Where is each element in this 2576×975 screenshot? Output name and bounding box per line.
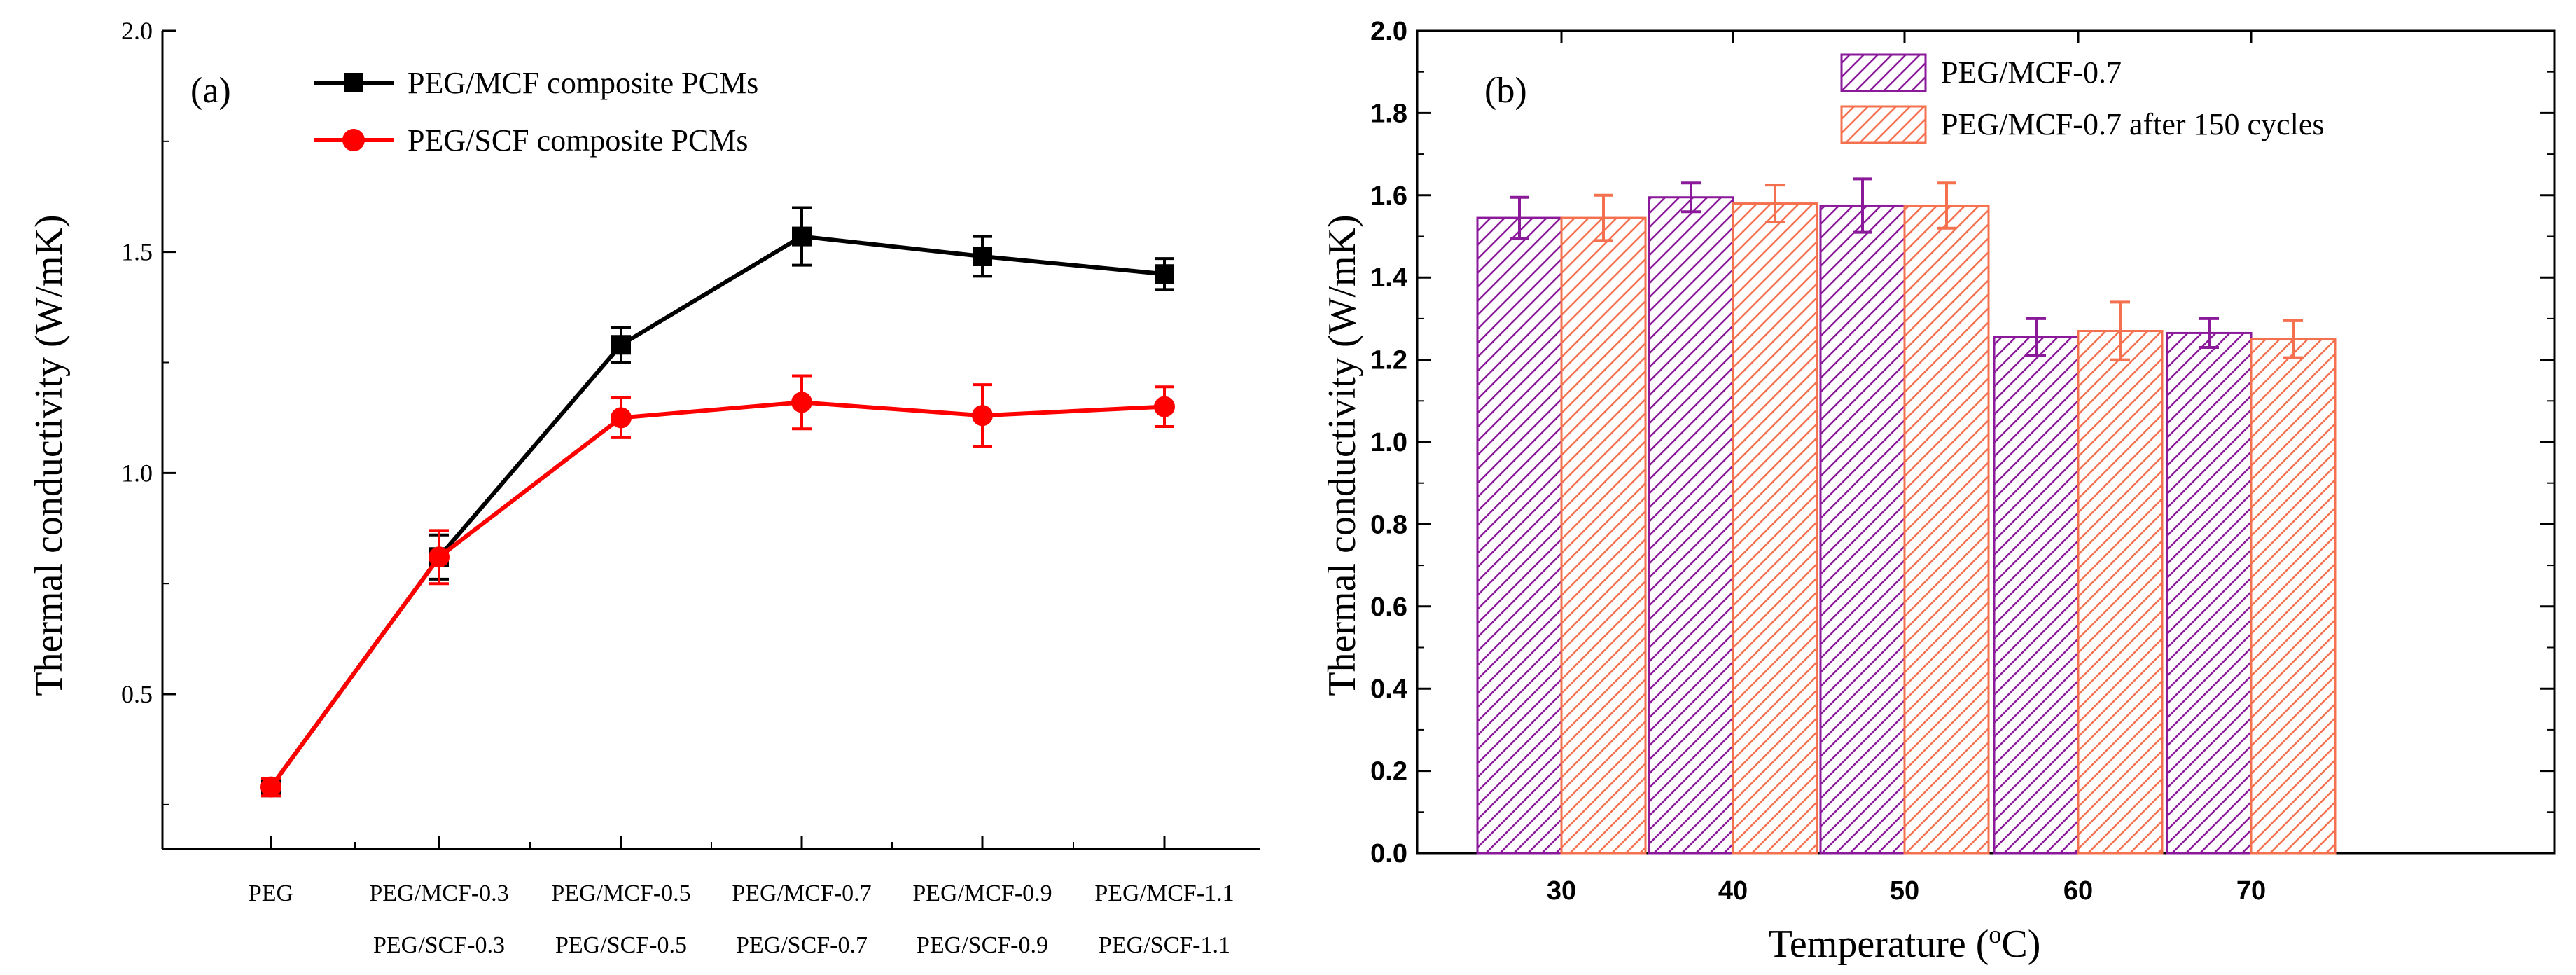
panel-a-x-category-label-line2: PEG/SCF-0.3: [373, 932, 505, 958]
bar: [1648, 196, 1734, 855]
panel-a-y-ticks: 0.5 1.0 1.5 2.0: [121, 17, 176, 805]
series-fresh: [1476, 177, 2253, 855]
panel-a-x-category-label: PEG/MCF-0.9: [912, 880, 1052, 906]
panel-a-x-category-label: PEG/MCF-0.7: [732, 880, 871, 906]
data-point-circle: [791, 392, 812, 413]
series-line: [269, 400, 1165, 789]
panel-a-y-tick-label: 2.0: [121, 17, 153, 45]
legend-label-fresh: PEG/MCF-0.7: [1941, 55, 2122, 90]
panel-b-y-tick-label: 0.2: [1370, 757, 1407, 787]
panel-a-x-category-label-line2: PEG/SCF-0.9: [917, 932, 1048, 958]
bar: [2250, 338, 2337, 855]
panel-b-y-tick-label: 0.0: [1370, 839, 1407, 869]
panel-a-x-categories: PEG PEG/MCF-0.3 PEG/SCF-0.3 PEG/MCF-0.5 PEG/…: [249, 836, 1234, 958]
panel-b-legend: PEG/MCF-0.7 PEG/MCF-0.7 after 150 cycles: [1840, 53, 2324, 144]
legend-item-cycled: PEG/MCF-0.7 after 150 cycles: [1840, 105, 2324, 144]
data-point-square: [792, 226, 812, 247]
legend-item-scf: PEG/SCF composite PCMs: [314, 123, 749, 158]
panel-a-legend: PEG/MCF composite PCMs PEG/SCF composite…: [314, 66, 758, 158]
data-point-circle: [1154, 396, 1175, 417]
panel-b-label: (b): [1484, 71, 1527, 111]
panel-b-y-ticks: 0.0 0.2 0.4 0.6 0.8 1.0 1.2 1.4 1.6 1.8 2.0: [1370, 17, 2554, 869]
data-point-square: [1155, 264, 1174, 284]
legend-item-mcf: PEG/MCF composite PCMs: [314, 66, 758, 100]
panel-a-y-tick-label: 0.5: [121, 680, 153, 708]
data-point-circle: [972, 405, 993, 427]
panel-a-y-tick-label: 1.5: [121, 238, 153, 266]
panel-a-x-category-label: PEG/MCF-0.3: [369, 880, 508, 906]
panel-a-label: (a): [190, 71, 231, 111]
bar: [1903, 204, 1990, 855]
panel-a-x-category-label-line2: PEG/SCF-0.7: [736, 932, 868, 958]
x-axis-title-prefix: Temperature (: [1769, 922, 1989, 966]
panel-b-x-axis-title: Temperature (oC): [1769, 920, 2041, 966]
panel-b-x-category-label: 40: [1718, 876, 1748, 906]
panel-b-y-axis-title: Thermal conductivity (W/mK): [1321, 214, 1364, 696]
panel-a-x-category-label: PEG: [249, 880, 293, 906]
series-mcf: [261, 206, 1174, 798]
legend-label-cycled: PEG/MCF-0.7 after 150 cycles: [1941, 107, 2324, 141]
data-point-square: [611, 335, 631, 355]
panel-a-y-tick-label: 1.0: [121, 459, 153, 487]
panel-a-x-category-label-line2: PEG/SCF-1.1: [1099, 932, 1230, 958]
panel-a-series: [260, 206, 1175, 798]
panel-b-y-tick-label: 1.6: [1370, 181, 1407, 211]
series-scf: [260, 374, 1175, 798]
panel-b-x-category-label: 70: [2236, 876, 2266, 906]
panel-b-x-category-label: 50: [1890, 876, 1919, 906]
series-line: [269, 234, 1165, 789]
x-axis-title-degree: o: [1989, 920, 2001, 948]
data-point-circle: [429, 546, 450, 568]
data-point-circle: [260, 776, 281, 798]
bar: [1993, 336, 2080, 855]
panel-a-line-chart: Thermal conductivity (W/mK) (a) 0.5 1.0 1.…: [27, 17, 1260, 958]
panel-a-x-category-label: PEG/MCF-1.1: [1094, 880, 1234, 906]
panel-b-x-category-label: 60: [2063, 876, 2093, 906]
panel-b-y-tick-label: 1.0: [1370, 428, 1407, 457]
panel-b-x-category-label: 30: [1547, 876, 1576, 906]
bar: [1560, 216, 1647, 855]
panel-a-y-axis-title: Thermal conductivity (W/mK): [27, 214, 71, 696]
legend-label-scf: PEG/SCF composite PCMs: [408, 123, 749, 158]
panel-b-y-tick-label: 2.0: [1370, 17, 1407, 46]
bar: [1819, 204, 1906, 855]
panel-b-y-tick-label: 0.4: [1370, 675, 1407, 704]
panel-b-y-tick-label: 1.4: [1370, 263, 1407, 293]
bar: [1476, 216, 1563, 855]
legend-label-mcf: PEG/MCF composite PCMs: [408, 66, 758, 100]
legend-item-fresh: PEG/MCF-0.7: [1840, 53, 2122, 92]
panel-a-x-category-label: PEG/MCF-0.5: [551, 880, 690, 906]
series-cycled: [1560, 181, 2337, 855]
panel-a-x-category-label-line2: PEG/SCF-0.5: [555, 932, 687, 958]
panel-b-bars: [1476, 177, 2337, 855]
panel-b-bar-chart: Thermal conductivity (W/mK) (b) Temperat…: [1321, 17, 2556, 966]
data-point-square: [973, 246, 992, 266]
panel-b-y-tick-label: 0.8: [1370, 510, 1407, 539]
panel-b-y-tick-label: 1.2: [1370, 346, 1407, 375]
panel-b-y-tick-label: 0.6: [1370, 593, 1407, 622]
bar: [2166, 331, 2253, 855]
x-axis-title-suffix: C): [2001, 922, 2040, 966]
panel-b-y-tick-label: 1.8: [1370, 99, 1407, 128]
data-point-circle: [611, 407, 632, 429]
bar: [2077, 330, 2164, 855]
bar: [1732, 202, 1818, 855]
